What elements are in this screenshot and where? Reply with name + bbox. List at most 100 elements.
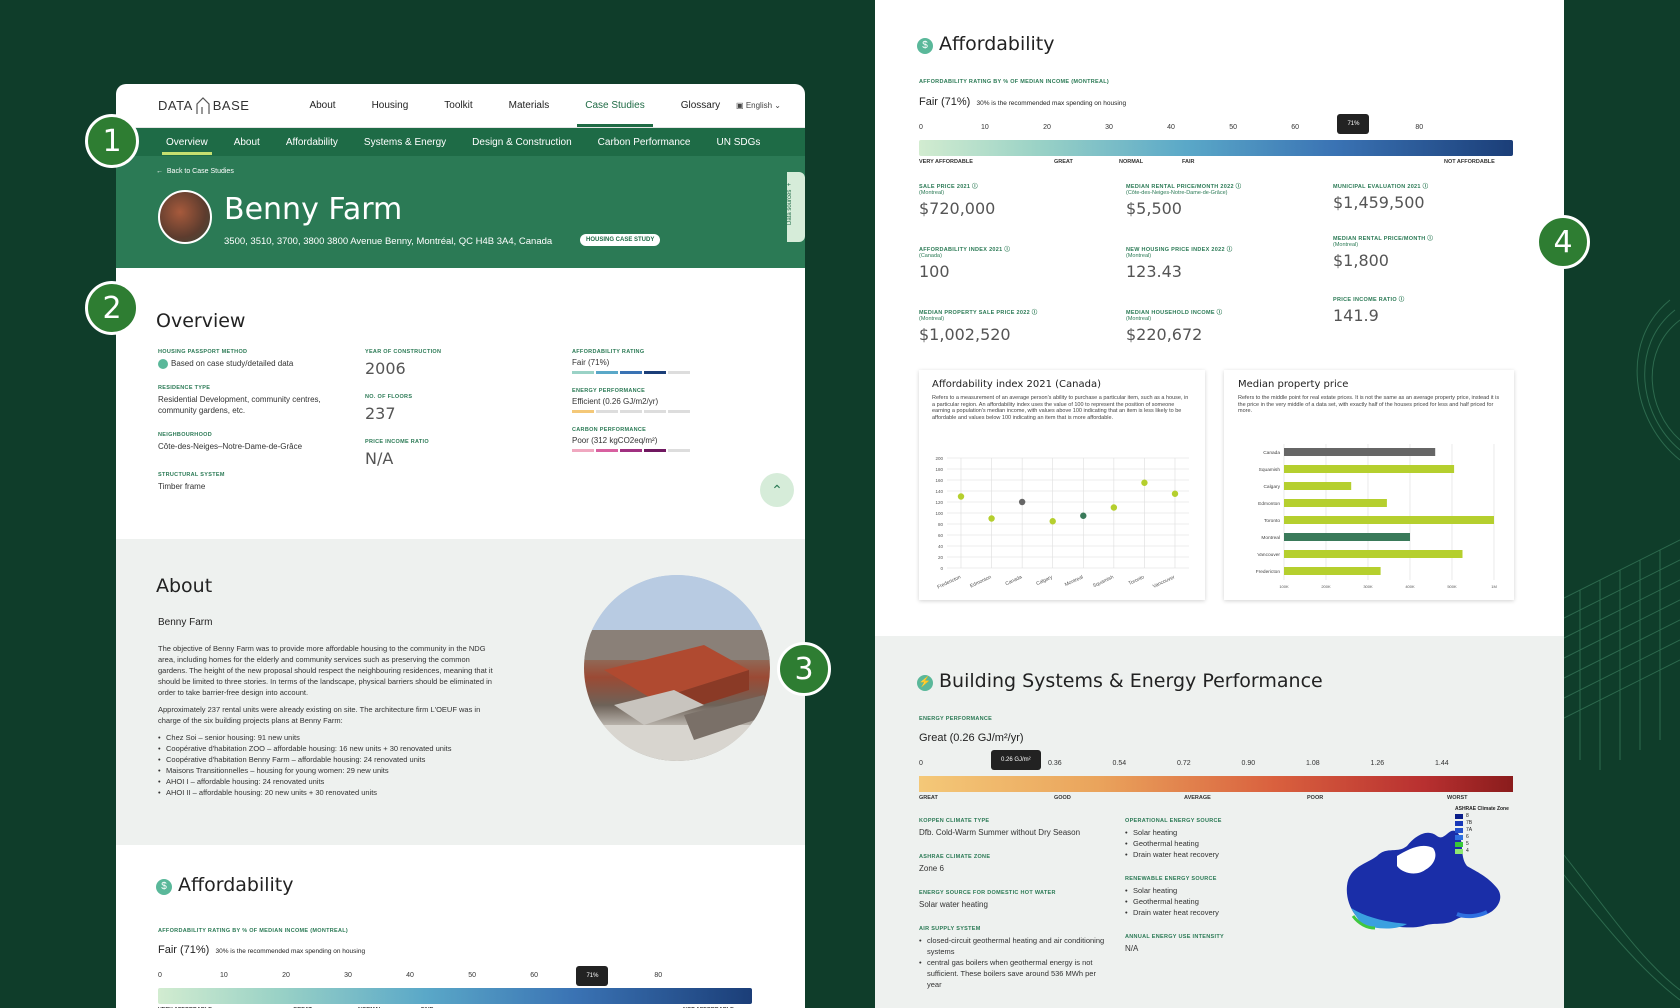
energy-gradient [919, 776, 1513, 792]
nav-link-materials[interactable]: Materials [508, 100, 550, 111]
list-item: central gas boilers when geothermal ener… [919, 957, 1109, 990]
legend-swatch [1455, 834, 1463, 840]
stat-item: MEDIAN RENTAL PRICE/MONTH ⓘ (Montreal) $1,… [1333, 234, 1433, 270]
scale-tick: 0 [919, 124, 923, 131]
scale-level: NOT AFFORDABLE [1444, 159, 1495, 165]
scatter-point[interactable] [1141, 479, 1148, 486]
x-tick-label: Montreal [1064, 574, 1084, 588]
back-link-label: Back to Case Studies [166, 168, 234, 175]
operational-energy-label: OPERATIONAL ENERGY SOURCE [1125, 818, 1222, 824]
step-badge-3: 3 [777, 642, 831, 696]
nav-link-housing[interactable]: Housing [371, 100, 409, 111]
climate-zone-map: ASHRAE Climate Zone 8 7B 7A 6 5 4 [1337, 806, 1527, 946]
language-selector[interactable]: ▣ English ⌄ [736, 101, 781, 110]
background-decoration [1560, 299, 1680, 1001]
case-study-page-continued: $ Affordability AFFORDABILITY RATING BY %… [875, 0, 1564, 1008]
afford-note-left: 30% is the recommended max spending on h… [215, 948, 366, 955]
project-aerial-photo [584, 575, 770, 761]
stat-sub: (Montreal) [1126, 316, 1152, 322]
tab-design-construction[interactable]: Design & Construction [472, 136, 572, 148]
nav-link-about[interactable]: About [309, 100, 336, 111]
tab-carbon-performance[interactable]: Carbon Performance [597, 136, 691, 148]
step-badge-4: 4 [1536, 215, 1590, 269]
bar[interactable] [1284, 448, 1436, 456]
tab-un-sdgs[interactable]: UN SDGs [716, 136, 761, 148]
scroll-up-button[interactable]: ⌃ [760, 473, 794, 507]
scatter-point[interactable] [1171, 490, 1179, 497]
energy-perf-value: Great (0.26 GJ/m²/yr) [919, 732, 1024, 744]
bar[interactable] [1284, 499, 1387, 507]
affordability-rating-label: AFFORDABILITY RATING [572, 349, 645, 355]
bar[interactable] [1284, 533, 1410, 541]
bar[interactable] [1284, 516, 1494, 524]
scatter-point[interactable] [957, 493, 965, 500]
y-tick-label: 180 [935, 467, 943, 472]
affordability-index-card: Affordability index 2021 (Canada) Refers… [919, 370, 1205, 600]
energy-level: GREAT [919, 795, 938, 801]
stat-value: $720,000 [919, 199, 996, 218]
nav-link-toolkit[interactable]: Toolkit [444, 100, 473, 111]
y-tick-label: 40 [938, 544, 944, 549]
stat-label: NEW HOUSING PRICE INDEX 2022 ⓘ [1126, 247, 1233, 253]
scale-tick: 60 [530, 972, 539, 979]
stat-label: MEDIAN HOUSEHOLD INCOME ⓘ [1126, 310, 1223, 316]
tab-overview[interactable]: Overview [162, 136, 212, 155]
median-property-desc: Refers to the middle point for real esta… [1238, 395, 1500, 414]
case-study-tabs: Overview About Affordability Systems & E… [116, 128, 805, 156]
legend-swatch [1455, 841, 1463, 847]
ashrae-value: Zone 6 [919, 864, 944, 873]
about-title: About [156, 575, 213, 597]
scatter-point[interactable] [1080, 512, 1087, 519]
affordability-meter [572, 371, 752, 374]
about-body: The objective of Benny Farm was to provi… [158, 643, 498, 798]
scale-tick: 10 [981, 124, 989, 131]
canada-map [1346, 830, 1501, 930]
site-logo[interactable]: DATA BASE [158, 96, 249, 115]
bar[interactable] [1284, 482, 1352, 490]
x-tick-label: 200K [1321, 584, 1331, 589]
scatter-point[interactable] [1110, 504, 1118, 511]
bar[interactable] [1284, 550, 1463, 558]
x-tick-label: Vancouver [1152, 574, 1176, 590]
energy-tick: 1.08 [1306, 760, 1320, 767]
affordability-heading: $ Affordability [917, 33, 1054, 55]
energy-scale: 0 0.36 0.54 0.72 0.90 1.08 1.26 1.44 GREAT GOOD A… [919, 750, 1513, 805]
back-link[interactable]: ← Back to Case Studies [156, 168, 234, 175]
category-label: Toronto [1264, 518, 1280, 524]
stat-item: MEDIAN HOUSEHOLD INCOME ⓘ (Montreal) $220,… [1126, 308, 1222, 344]
house-logo-icon [196, 96, 210, 114]
nav-link-glossary[interactable]: Glossary [680, 100, 721, 111]
dhw-label: ENERGY SOURCE FOR DOMESTIC HOT WATER [919, 890, 1056, 896]
tab-about[interactable]: About [233, 136, 260, 148]
category-label: Canada [1263, 450, 1280, 456]
stat-value: $1,800 [1333, 251, 1389, 270]
page-title: Benny Farm [224, 192, 403, 227]
affordability-title-left: Affordability [178, 874, 294, 896]
nav-link-case-studies[interactable]: Case Studies [577, 100, 654, 127]
list-item: Chez Soi – senior housing: 91 new units [158, 732, 498, 743]
scatter-point[interactable] [1049, 518, 1056, 525]
eui-value: N/A [1125, 944, 1139, 953]
data-sources-tab[interactable]: Data sources + [787, 172, 805, 242]
tab-affordability[interactable]: Affordability [285, 136, 338, 148]
y-tick-label: 200 [935, 456, 943, 461]
price-income-value: N/A [365, 449, 394, 468]
renewable-energy-list: Solar heating Geothermal heating Drain w… [1125, 885, 1295, 918]
legend-item: 5 [1455, 841, 1509, 847]
bar[interactable] [1284, 567, 1381, 575]
koppen-value: Dfb. Cold-Warm Summer without Dry Season [919, 828, 1081, 837]
x-tick-label: Fredericton [936, 574, 962, 590]
energy-section: ⚡ Building Systems & Energy Performance E… [875, 636, 1564, 1008]
check-icon [158, 358, 168, 369]
legend-swatch [1455, 820, 1463, 826]
y-tick-label: 80 [938, 522, 944, 527]
stat-value: $5,500 [1126, 199, 1182, 218]
tab-systems-energy[interactable]: Systems & Energy [363, 136, 447, 148]
bar[interactable] [1284, 465, 1455, 473]
scatter-point[interactable] [1018, 498, 1026, 506]
neighbourhood-label: NEIGHBOURHOOD [158, 432, 213, 438]
scatter-point[interactable] [988, 515, 995, 522]
scale-tick: 80 [654, 972, 663, 979]
y-tick-label: 20 [938, 555, 944, 560]
plus-icon: + [787, 182, 793, 187]
